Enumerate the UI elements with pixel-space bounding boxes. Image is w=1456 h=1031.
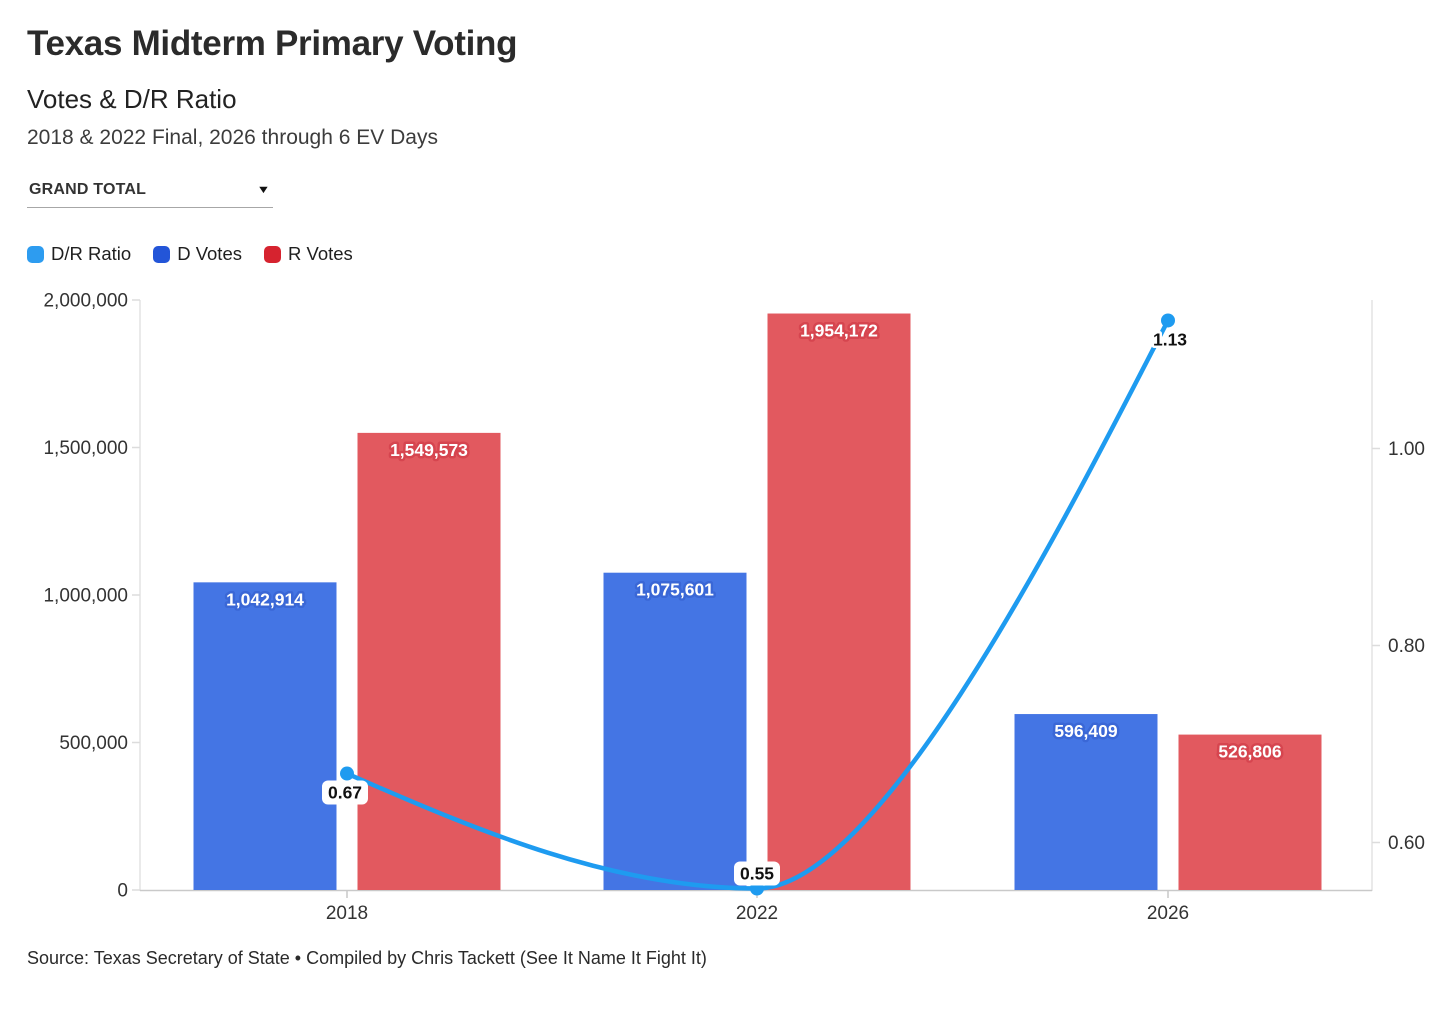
ratio-point-2026[interactable] bbox=[1161, 313, 1175, 328]
source-attribution: Source: Texas Secretary of State • Compi… bbox=[27, 948, 707, 968]
r-votes-bar-2022[interactable] bbox=[767, 313, 911, 890]
legend-label: R Votes bbox=[288, 243, 353, 264]
d-votes-bar-2022[interactable] bbox=[603, 572, 747, 890]
d-votes-bar-2026[interactable] bbox=[1014, 714, 1158, 890]
ratio-value-label: 1.13 bbox=[1153, 329, 1187, 349]
left-axis-tick-label: 0 bbox=[117, 881, 128, 902]
legend-item-d-r-ratio: D/R Ratio bbox=[27, 243, 131, 265]
ratio-value-label: 0.55 bbox=[740, 864, 774, 884]
x-axis-label-2018: 2018 bbox=[326, 903, 368, 924]
left-axis-tick-label: 1,000,000 bbox=[43, 586, 128, 607]
bar-value-label: 1,954,172 bbox=[800, 321, 878, 341]
legend-label: D/R Ratio bbox=[51, 243, 132, 264]
legend-item-r-votes: R Votes bbox=[264, 243, 353, 265]
d-votes-swatch-icon bbox=[153, 245, 171, 263]
legend: D/R Ratio D Votes R Votes bbox=[27, 243, 353, 265]
bar-value-label: 526,806 bbox=[1218, 742, 1282, 762]
ratio-value-label: 0.67 bbox=[328, 783, 362, 803]
x-axis-label-2022: 2022 bbox=[736, 903, 778, 924]
grand-total-dropdown[interactable]: GRAND TOTAL ▼ bbox=[27, 179, 273, 208]
d-r-ratio-swatch-icon bbox=[27, 245, 44, 263]
left-axis-tick-label: 1,500,000 bbox=[43, 438, 128, 459]
r-votes-bar-2026[interactable] bbox=[1178, 734, 1322, 890]
caret-down-icon: ▼ bbox=[256, 184, 271, 196]
page-title: Texas Midterm Primary Voting bbox=[27, 24, 518, 63]
chart-subtitle: Votes & D/R Ratio bbox=[27, 84, 237, 114]
right-axis-tick-label: 0.60 bbox=[1388, 833, 1425, 854]
ratio-label-pill bbox=[734, 861, 780, 886]
left-axis-tick-label: 500,000 bbox=[59, 733, 128, 754]
ratio-label-pill bbox=[322, 780, 368, 805]
d-votes-bar-2018[interactable] bbox=[193, 582, 337, 890]
legend-label: D Votes bbox=[177, 243, 242, 264]
left-axis-tick-label: 2,000,000 bbox=[43, 291, 128, 312]
chart-description: 2018 & 2022 Final, 2026 through 6 EV Day… bbox=[27, 126, 438, 149]
dropdown-selected-value: GRAND TOTAL bbox=[29, 181, 147, 198]
x-axis-label-2026: 2026 bbox=[1147, 903, 1189, 924]
ratio-point-2018[interactable] bbox=[340, 766, 354, 781]
legend-item-d-votes: D Votes bbox=[153, 243, 242, 265]
bar-value-label: 1,549,573 bbox=[390, 440, 468, 460]
right-axis-tick-label: 0.80 bbox=[1388, 636, 1425, 657]
d-r-ratio-line[interactable] bbox=[344, 318, 1171, 891]
bar-value-label: 1,042,914 bbox=[226, 589, 304, 609]
r-votes-bar-2018[interactable] bbox=[357, 432, 501, 890]
bar-value-label: 596,409 bbox=[1054, 721, 1118, 741]
r-votes-swatch-icon bbox=[264, 245, 281, 263]
bar-value-label: 1,075,601 bbox=[636, 580, 714, 600]
right-axis-tick-label: 1.00 bbox=[1388, 439, 1425, 460]
